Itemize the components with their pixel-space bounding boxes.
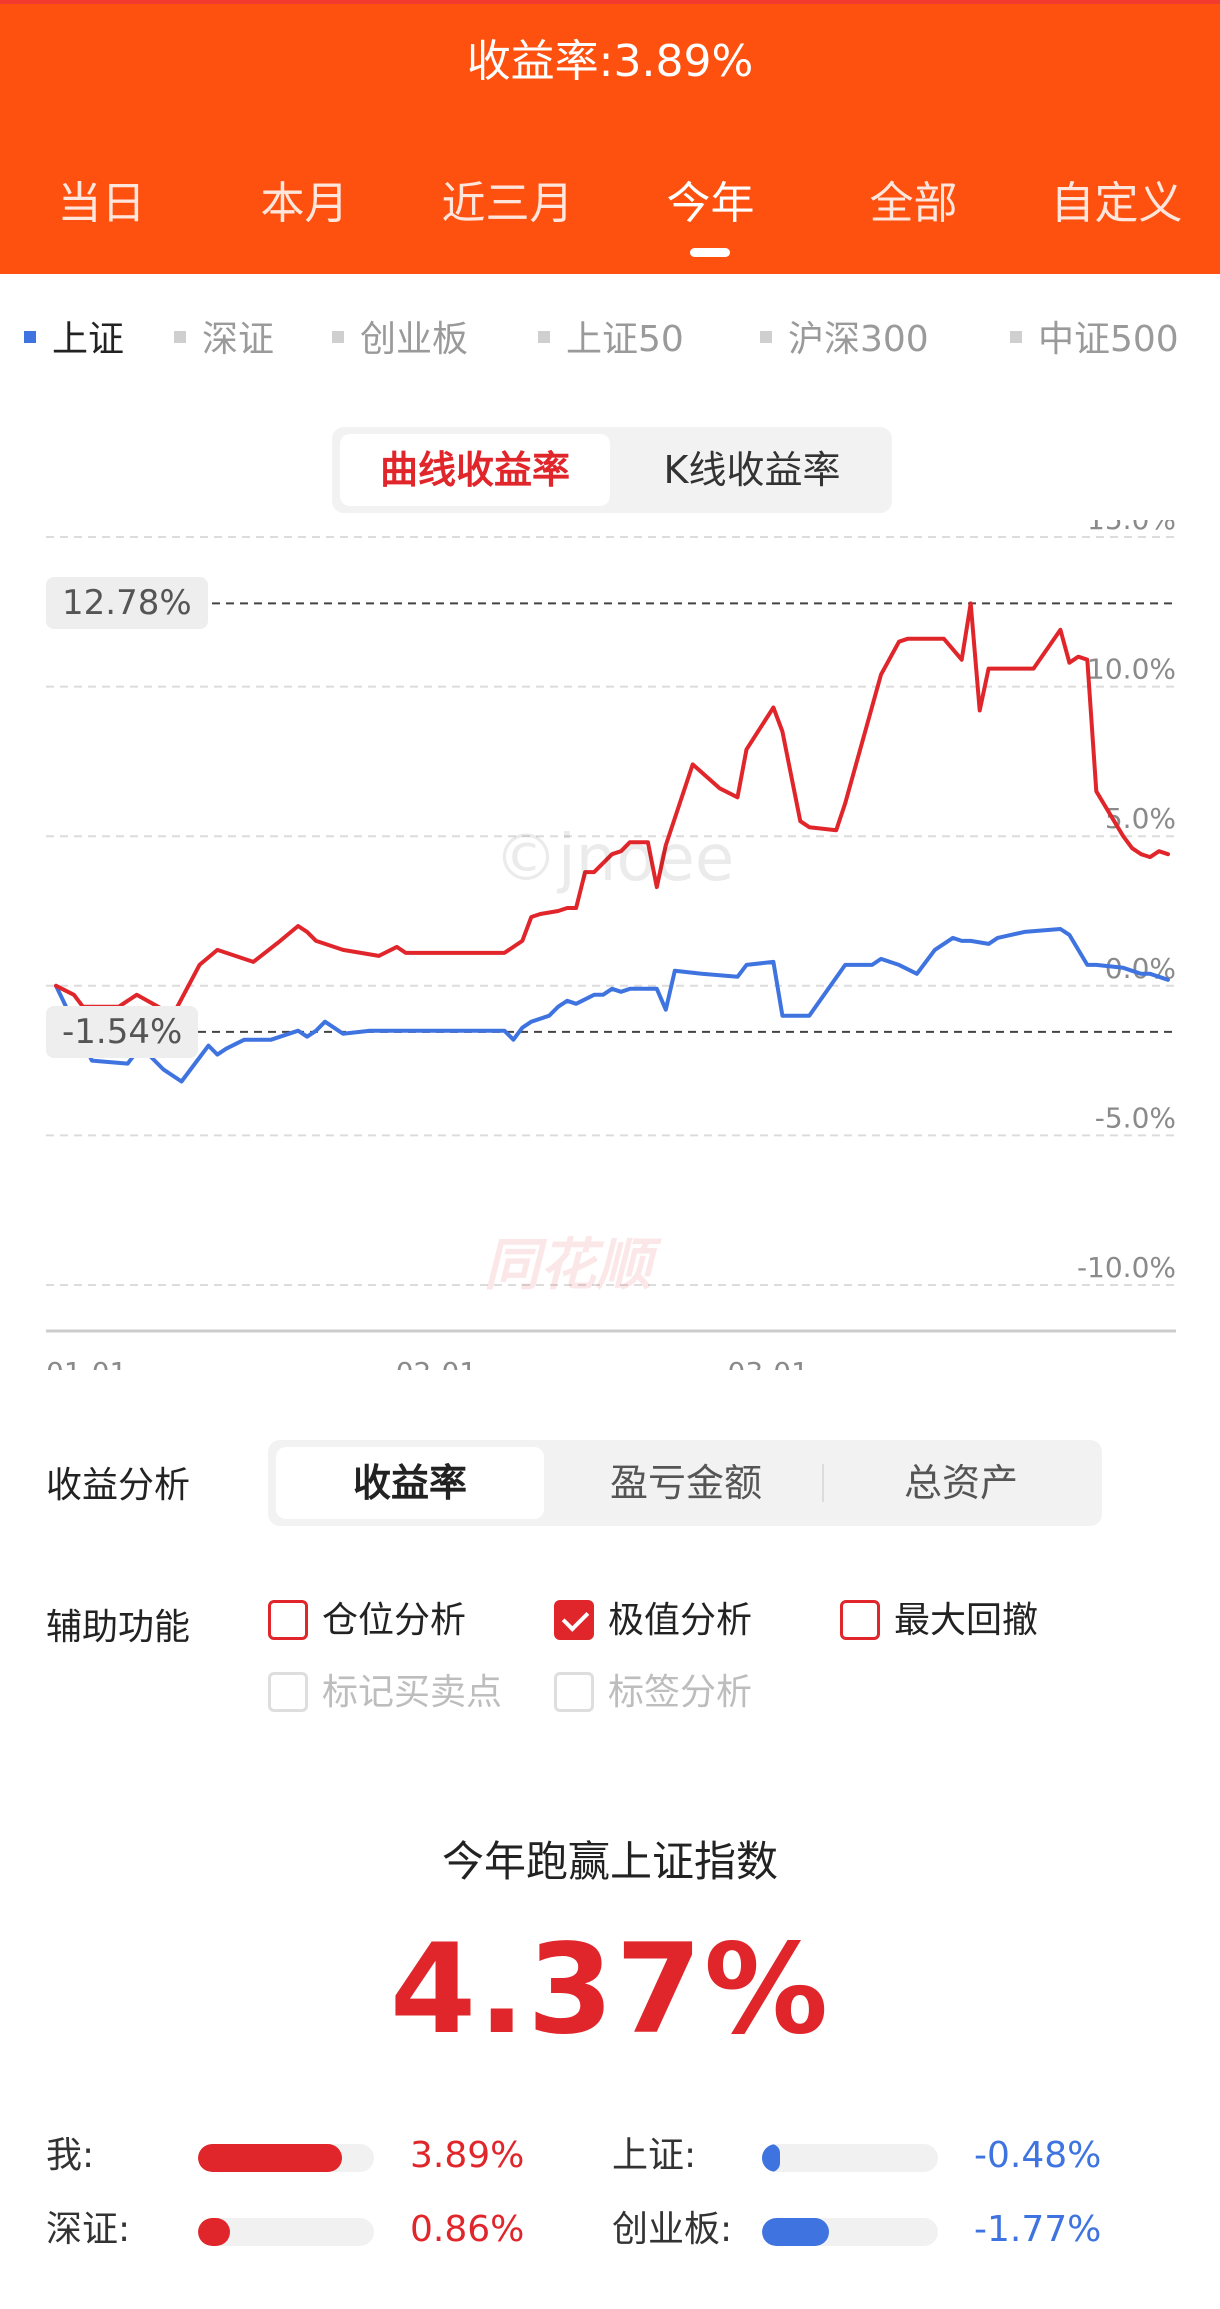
seg-return-rate[interactable]: 收益率 [276,1447,544,1519]
index-shenzhen[interactable]: 深证 [174,310,274,370]
comparison-value: -1.77% [974,2209,1102,2250]
checkbox-icon [268,1672,308,1712]
comparison-name: 创业板: [612,2209,733,2250]
curve-return-button[interactable]: 曲线收益率 [340,434,610,506]
active-tab-indicator [690,248,730,257]
max-value-tag: 12.78% [46,577,208,630]
index-label: 深证 [202,319,275,360]
legend-square-icon [332,331,344,343]
index-shanghai[interactable]: 上证 [24,310,124,370]
kline-return-button[interactable]: K线收益率 [663,448,841,492]
y-tick-label: 5.0% [1105,802,1176,835]
checkbox-label: 标记买卖点 [322,1672,503,1713]
tab-this-month[interactable]: 本月 [260,178,349,229]
y-tick-label: -10.0% [1077,1251,1176,1284]
comparison-mine: 我: 3.89% [46,2128,566,2184]
comparison-name: 我: [46,2135,95,2176]
analysis-label: 收益分析 [46,1465,191,1506]
comparison-bar-fill [198,2218,230,2246]
period-tabs: 当日 本月 近三月 今年 全部 自定义 [0,164,1220,244]
tab-today[interactable]: 当日 [57,178,146,229]
comparison-bar [198,2218,374,2246]
y-tick-label: 10.0% [1087,653,1176,686]
legend-square-icon [760,331,772,343]
summary-title: 今年跑赢上证指数 [441,1837,778,1886]
x-tick-label: 03-01 [728,1356,809,1370]
comparison-bar-fill [198,2144,343,2172]
checkbox-icon [554,1672,594,1712]
comparison-value: 0.86% [410,2209,525,2250]
comparison-bar [198,2144,374,2172]
portfolio-series-line [54,601,1170,1018]
header-bar: 收益率:3.89% 当日 本月 近三月 今年 全部 自定义 [0,0,1220,274]
chart-canvas: 15.0%10.0%5.0%0.0%-5.0%-10.0%01-0102-010… [46,520,1176,1370]
return-chart[interactable]: 15.0%10.0%5.0%0.0%-5.0%-10.0%01-0102-010… [0,520,1220,1370]
checkbox-label: 极值分析 [608,1600,753,1641]
checkbox-icon [268,1600,308,1640]
comparison-bar-fill [762,2144,780,2172]
comparison-name: 上证: [612,2135,697,2176]
x-tick-label: 02-01 [396,1356,477,1370]
tab-this-year[interactable]: 今年 [666,178,755,229]
checkmark-icon [554,1600,594,1640]
index-chinext[interactable]: 创业板 [332,310,468,370]
return-rate-title: 收益率:3.89% [466,36,754,87]
legend-square-icon [1010,331,1022,343]
tab-all[interactable]: 全部 [869,178,958,229]
checkbox-label: 仓位分析 [322,1600,467,1641]
index-selector: 上证 深证 创业板 上证50 沪深300 中证500 [0,310,1220,370]
checkbox-label: 最大回撤 [894,1600,1039,1641]
legend-square-icon [174,331,186,343]
legend-square-icon [538,331,550,343]
legend-square-icon [24,331,36,343]
benchmark-series-line [54,927,1170,1084]
buy-sell-points-checkbox: 标记买卖点 [268,1668,508,1718]
comparison-shanghai: 上证: -0.48% [612,2128,1132,2184]
comparison-chinext: 创业板: -1.77% [612,2202,1132,2258]
tab-three-months[interactable]: 近三月 [441,178,574,229]
outperform-value: 4.37% [389,1918,831,2062]
comparison-value: -0.48% [974,2135,1102,2176]
seg-profit-amount[interactable]: 盈亏金额 [609,1461,762,1505]
y-tick-label: -5.0% [1095,1101,1176,1134]
analysis-segment: 收益率 盈亏金额 总资产 [268,1440,1102,1526]
segment-divider [822,1464,824,1502]
comparison-shenzhen: 深证: 0.86% [46,2202,566,2258]
comparison-bar [762,2144,938,2172]
index-csi500[interactable]: 中证500 [1010,310,1179,370]
logo-watermark: 同花顺 [484,1233,652,1298]
max-drawdown-checkbox[interactable]: 最大回撤 [840,1596,1060,1646]
index-sse50[interactable]: 上证50 [538,310,684,370]
comparison-value: 3.89% [410,2135,525,2176]
position-analysis-checkbox[interactable]: 仓位分析 [268,1596,488,1646]
seg-total-assets[interactable]: 总资产 [903,1461,1018,1505]
comparison-bar-fill [762,2218,829,2246]
index-csi300[interactable]: 沪深300 [760,310,929,370]
aux-label: 辅助功能 [46,1607,191,1648]
tab-custom[interactable]: 自定义 [1050,178,1183,229]
checkbox-icon [840,1600,880,1640]
x-tick-label: 01-01 [46,1356,127,1370]
extreme-analysis-checkbox[interactable]: 极值分析 [554,1596,774,1646]
min-value-tag: -1.54% [46,1005,199,1058]
tag-analysis-checkbox: 标签分析 [554,1668,774,1718]
checkbox-label: 标签分析 [608,1672,753,1713]
chart-mode-toggle: 曲线收益率 K线收益率 [332,427,892,513]
index-label: 沪深300 [788,319,929,360]
index-label: 上证 [52,319,125,360]
y-tick-label: 15.0% [1087,520,1176,536]
index-label: 创业板 [360,319,469,360]
watermark: ©jnoee [494,822,735,896]
index-label: 上证50 [566,319,684,360]
comparison-name: 深证: [46,2209,131,2250]
index-label: 中证500 [1038,319,1179,360]
comparison-bar [762,2218,938,2246]
